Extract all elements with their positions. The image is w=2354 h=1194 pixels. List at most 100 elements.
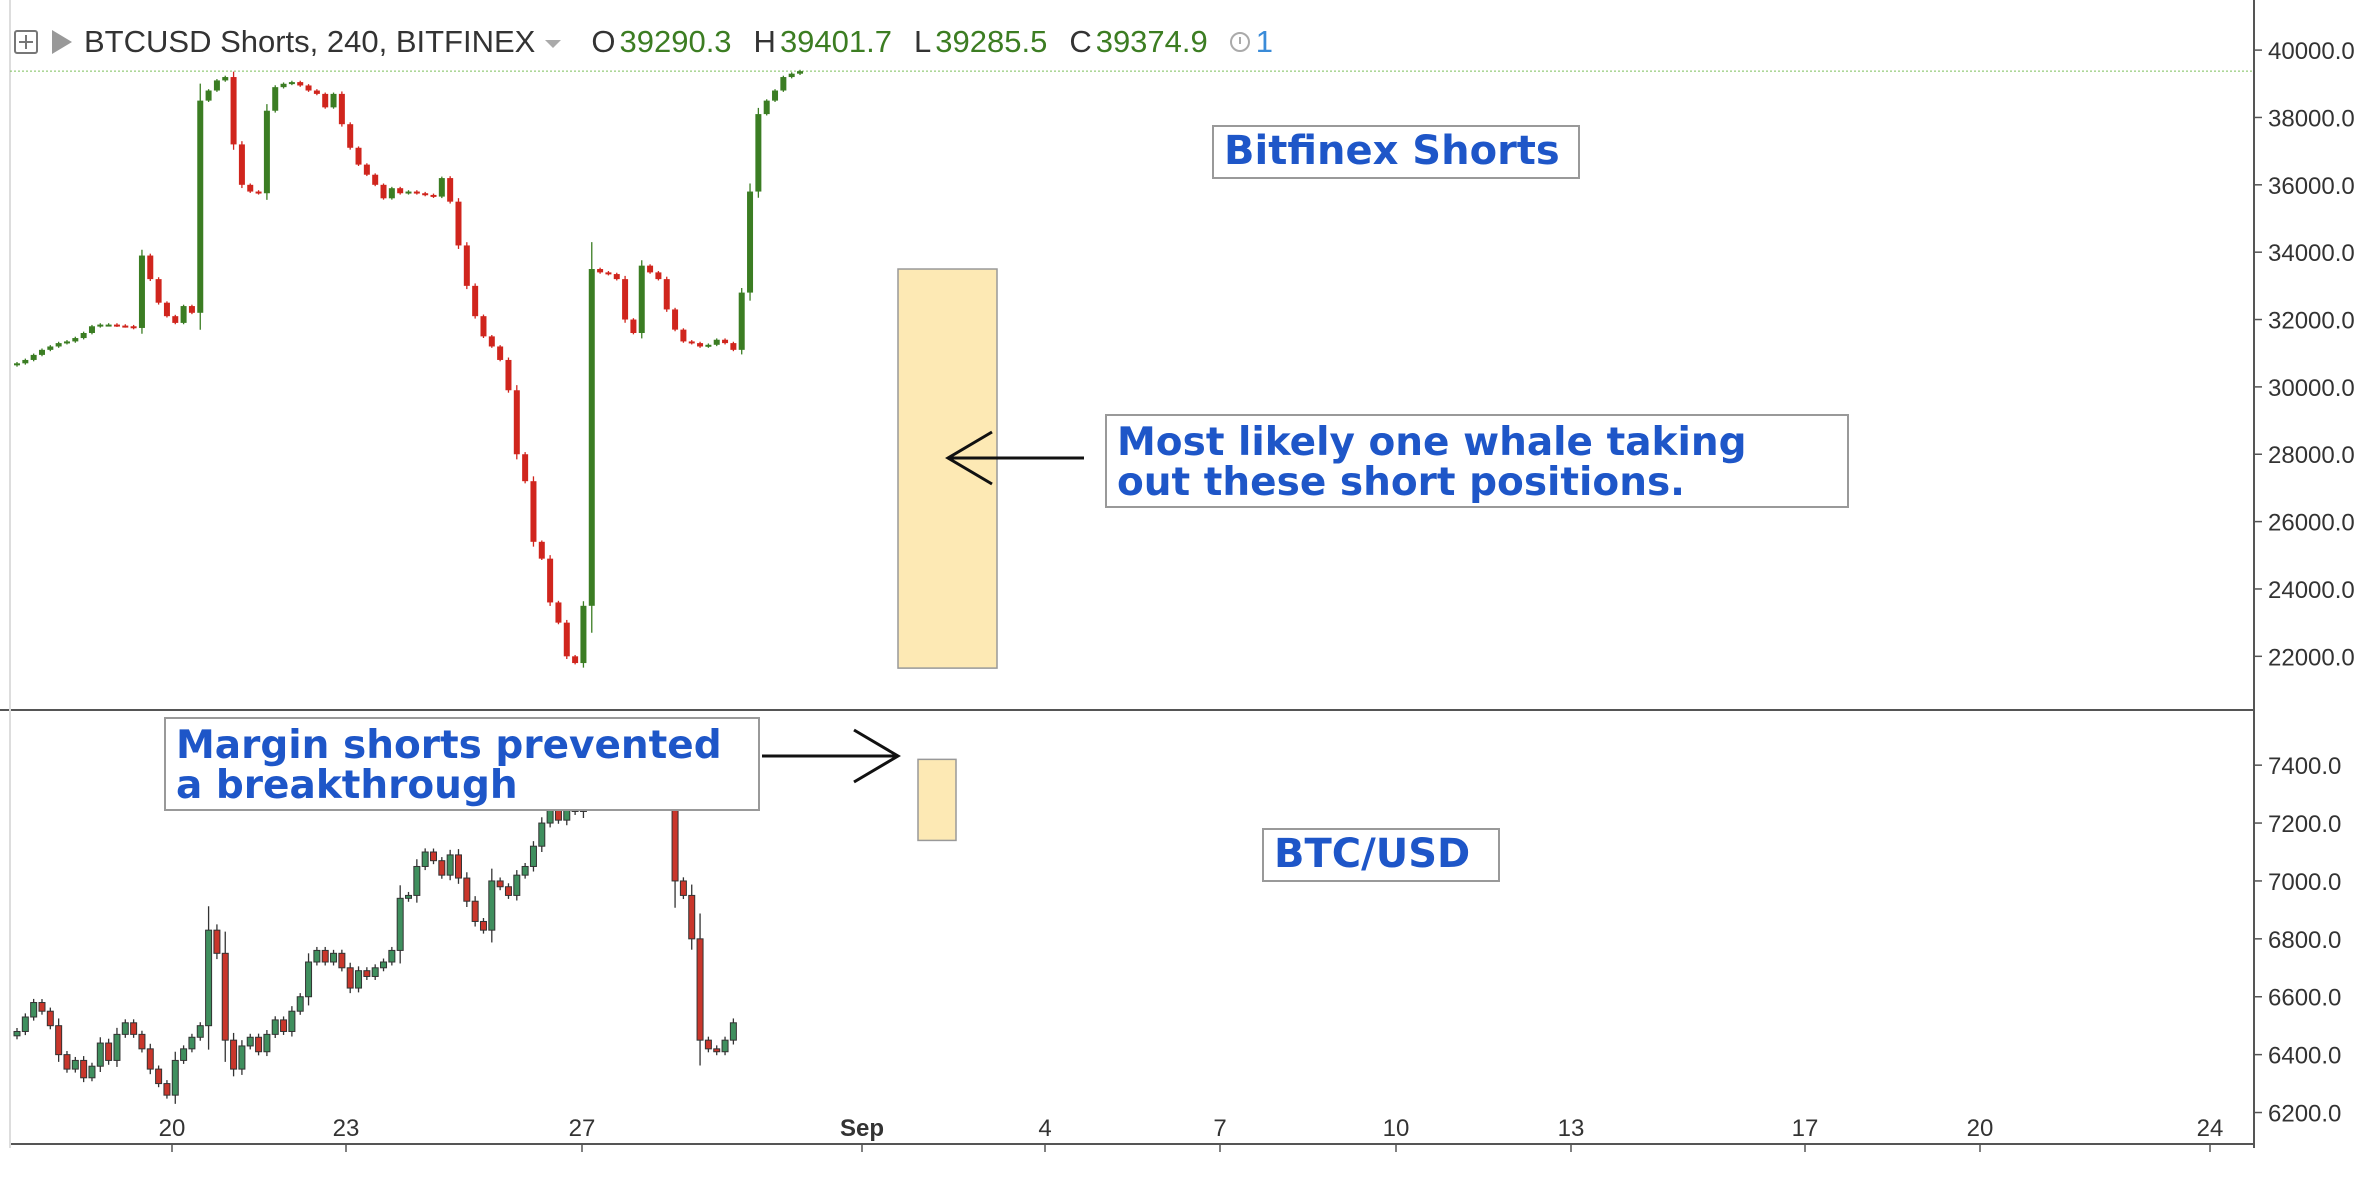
candle: [655, 272, 662, 280]
candle: [372, 174, 379, 185]
candle: [338, 952, 346, 969]
candle: [38, 349, 45, 355]
candle: [772, 90, 779, 101]
candle: [172, 316, 179, 323]
y-tick-label: 6600.0: [2268, 985, 2341, 1012]
candle: [321, 949, 329, 963]
y-tick-label: 22000.0: [2268, 644, 2354, 671]
candle: [322, 93, 329, 108]
expand-icon[interactable]: [14, 30, 38, 54]
candle: [588, 269, 595, 606]
candle: [213, 929, 221, 954]
candle: [729, 1022, 737, 1041]
candle: [555, 602, 562, 623]
note-margin-line2: a breakthrough: [176, 763, 518, 808]
candle: [21, 1016, 29, 1032]
low-value: 39285.5: [935, 24, 1048, 59]
candle: [221, 952, 229, 1041]
candle: [80, 333, 87, 339]
candle: [421, 851, 429, 867]
candle: [630, 319, 637, 334]
candle: [213, 80, 220, 91]
candle: [605, 272, 612, 275]
candle: [138, 255, 145, 328]
candle: [755, 114, 762, 192]
y-tick-label: 7400.0: [2268, 753, 2341, 780]
candle: [38, 1002, 46, 1012]
candle: [505, 359, 512, 391]
candle: [296, 996, 304, 1012]
low-label: L: [914, 24, 932, 59]
candle: [472, 285, 479, 317]
y-tick-label: 7200.0: [2268, 811, 2341, 838]
candle: [130, 326, 137, 329]
candle: [347, 124, 354, 148]
x-tick-label: 20: [1967, 1115, 1994, 1142]
candle: [247, 184, 254, 192]
candle: [97, 324, 104, 327]
candle: [30, 1002, 38, 1018]
symbol-title[interactable]: BTCUSD Shorts, 240, BITFINEX: [84, 24, 536, 59]
candle: [13, 1030, 21, 1037]
candle: [288, 1010, 296, 1032]
x-tick-label: Sep: [840, 1115, 884, 1142]
alarm-clock-icon[interactable]: [1229, 32, 1250, 52]
x-tick-label: 24: [2197, 1115, 2224, 1142]
candle: [180, 1048, 188, 1061]
note-margin-line1: Margin shorts prevented: [176, 723, 722, 768]
candle: [497, 346, 504, 360]
candle: [230, 77, 237, 145]
candle: [430, 194, 437, 197]
candle: [255, 1036, 263, 1053]
candle: [488, 336, 495, 347]
candle: [647, 265, 654, 273]
candle: [155, 1068, 163, 1085]
candle: [479, 920, 487, 931]
flag-icon[interactable]: [52, 30, 72, 54]
close-label: C: [1069, 24, 1092, 59]
candle: [205, 929, 213, 1027]
candle: [280, 1019, 288, 1032]
candle: [680, 329, 687, 342]
y-tick-label: 7000.0: [2268, 869, 2341, 896]
candle: [797, 71, 804, 74]
candle: [105, 1042, 113, 1061]
x-tick-label: 27: [569, 1115, 596, 1142]
candle: [55, 1025, 63, 1056]
note-whale: Most likely one whale taking out these s…: [1105, 414, 1849, 508]
arrow-whale-head: [945, 430, 993, 486]
candle: [663, 279, 670, 310]
y-tick-label: 6800.0: [2268, 927, 2341, 954]
note-btc-usd-text: BTC/USD: [1274, 831, 1471, 877]
candle: [14, 363, 20, 366]
candle: [163, 302, 170, 317]
candle: [713, 339, 720, 345]
x-tick-label: 20: [159, 1115, 186, 1142]
candle: [513, 390, 520, 455]
candle: [463, 877, 471, 902]
high-label: H: [753, 24, 776, 59]
candle: [238, 144, 245, 185]
candle: [488, 880, 496, 931]
open-label: O: [591, 24, 616, 59]
candle: [446, 854, 454, 876]
y-tick-label: 26000.0: [2268, 510, 2354, 537]
candle: [188, 306, 195, 313]
chevron-down-icon[interactable]: [545, 40, 562, 48]
candle: [696, 938, 704, 1041]
candle: [30, 354, 37, 360]
candle: [405, 191, 412, 194]
highlight-margin: [917, 758, 957, 842]
candle: [763, 100, 770, 115]
candle: [388, 949, 396, 963]
candle: [330, 93, 337, 108]
candle: [346, 967, 354, 989]
alert-count[interactable]: 1: [1255, 24, 1274, 59]
candle: [522, 454, 529, 482]
candle: [463, 245, 470, 286]
candle: [88, 326, 95, 334]
candle: [405, 894, 413, 899]
candle: [63, 341, 70, 344]
candle: [96, 1042, 104, 1067]
